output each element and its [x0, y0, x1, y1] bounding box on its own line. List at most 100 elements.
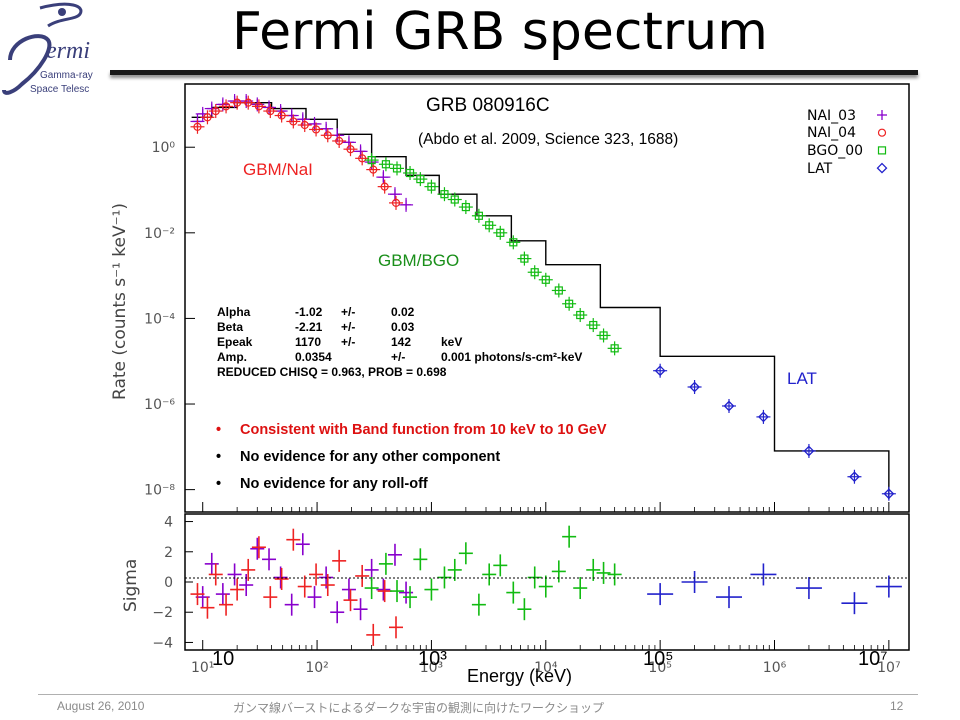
logo-line1: Gamma-ray [40, 70, 93, 81]
slide-title: Fermi GRB spectrum [232, 2, 768, 62]
data-point [610, 344, 619, 353]
data-point [416, 174, 425, 184]
data-point [391, 198, 401, 208]
param-name: Epeak [217, 335, 253, 349]
data-point [244, 98, 253, 107]
data-point [530, 268, 539, 277]
param-pm: +/- [341, 320, 356, 334]
data-point [565, 299, 574, 308]
data-point [381, 160, 391, 169]
data-point [405, 168, 415, 178]
x-tick-label: 10² [305, 660, 328, 676]
param-name: Beta [217, 320, 244, 334]
legend-label: BGO_00 [807, 143, 863, 159]
data-point [474, 211, 483, 220]
data-point [485, 221, 494, 230]
x-overlay-label: 10⁷ [858, 648, 888, 670]
legend-marker [877, 128, 887, 137]
legend-label: NAI_04 [807, 125, 856, 141]
spectrum-frame [184, 83, 910, 513]
param-row: Amp. 0.0354 +/- 0.001 photons/s-cm²-keV [217, 350, 582, 365]
data-point [758, 411, 769, 423]
data-point [358, 154, 367, 163]
data-point [440, 190, 449, 199]
x-overlay-label: 10 [212, 648, 235, 670]
param-value: 0.0354 [295, 350, 332, 364]
param-value: -1.02 [295, 305, 323, 319]
x-axis-label: Energy (keV) [467, 666, 573, 686]
x-tick-label: 10⁵ [648, 660, 671, 676]
data-point [254, 102, 264, 111]
data-point [392, 164, 402, 173]
title-rule [110, 70, 918, 75]
param-row: Alpha -1.02 +/- 0.02 [217, 305, 582, 320]
x-tick-label: 10¹ [191, 660, 214, 676]
x-overlay-label: 10³ [418, 648, 447, 670]
param-pm: +/- [341, 335, 356, 349]
param-unit: 0.001 photons/s-cm²-keV [441, 350, 583, 364]
y-tick-label: 10⁻² [144, 226, 175, 242]
param-err: 142 [391, 335, 412, 349]
data-point [277, 111, 286, 120]
legend-label: NAI_03 [807, 108, 856, 124]
residual-y-tick-label: 4 [164, 515, 173, 531]
data-point [311, 125, 321, 134]
param-unit: keV [441, 335, 463, 349]
param-value: -2.21 [295, 320, 323, 334]
residual-y-tick-label: 0 [164, 575, 173, 591]
param-name: Amp. [217, 350, 247, 364]
grb-name-label: GRB 080916C [426, 95, 550, 116]
logo-line2: Space Telesc [30, 84, 89, 95]
data-point [849, 471, 860, 483]
param-err: 0.03 [391, 320, 415, 334]
gbm-nai-label: GBM/NaI [243, 160, 313, 179]
bullet-item: • Consistent with Band function from 10 k… [216, 422, 607, 438]
lat-label: LAT [787, 369, 817, 388]
y-tick-label: 10⁰ [152, 140, 176, 156]
citation-label: (Abdo et al. 2009, Science 323, 1688) [418, 131, 679, 148]
data-point [496, 228, 505, 237]
footer-center: ガンマ線バーストによるダークな宇宙の観測に向けたワークショップ [233, 701, 605, 715]
y-axis-label-bottom: Sigma [121, 559, 141, 612]
fermi-logo: ermi Gamma-ray Space Telesc [0, 0, 120, 112]
param-row: Epeak 1170 +/- 142 keV [217, 335, 582, 350]
data-point [450, 195, 459, 204]
x-tick-label: 10⁶ [763, 660, 787, 676]
legend-marker [877, 146, 887, 155]
param-pm: +/- [341, 305, 356, 319]
data-point [654, 365, 666, 377]
data-point [576, 310, 585, 320]
y-axis-label-top: Rate (counts s⁻¹ keV⁻¹) [110, 203, 130, 400]
data-point [554, 286, 563, 295]
fit-parameters: Alpha -1.02 +/- 0.02 Beta -2.21 +/- 0.03 Epeak… [217, 305, 582, 380]
legend-label: LAT [807, 161, 833, 177]
footer-rule [38, 694, 918, 695]
x-tick-label: 10⁴ [534, 660, 558, 676]
bullet-list: • Consistent with Band function from 10 k… [216, 417, 607, 498]
data-point [689, 381, 700, 393]
gbm-bgo-label: GBM/BGO [378, 251, 460, 270]
residual-y-tick-label: 2 [164, 545, 173, 561]
param-row: Beta -2.21 +/- 0.03 [217, 320, 582, 335]
param-name: Alpha [217, 305, 251, 319]
data-point [300, 120, 309, 130]
data-point [211, 106, 220, 116]
y-tick-label: 10⁻⁸ [144, 483, 175, 499]
footer-date: August 26, 2010 [57, 699, 145, 713]
x-tick-label: 10⁷ [877, 660, 900, 676]
data-point [367, 156, 376, 165]
data-point [541, 275, 550, 284]
data-point [193, 122, 202, 131]
data-point [520, 254, 529, 263]
data-point [221, 102, 231, 111]
data-point [203, 113, 212, 122]
data-point [461, 202, 470, 212]
page-number: 12 [890, 699, 904, 713]
data-point [599, 331, 608, 340]
x-tick-label: 10³ [420, 660, 443, 676]
data-point [589, 320, 598, 330]
data-point [427, 182, 436, 191]
param-pm: +/- [391, 350, 406, 364]
y-tick-label: 10⁻⁶ [144, 397, 175, 413]
data-point [233, 98, 242, 107]
